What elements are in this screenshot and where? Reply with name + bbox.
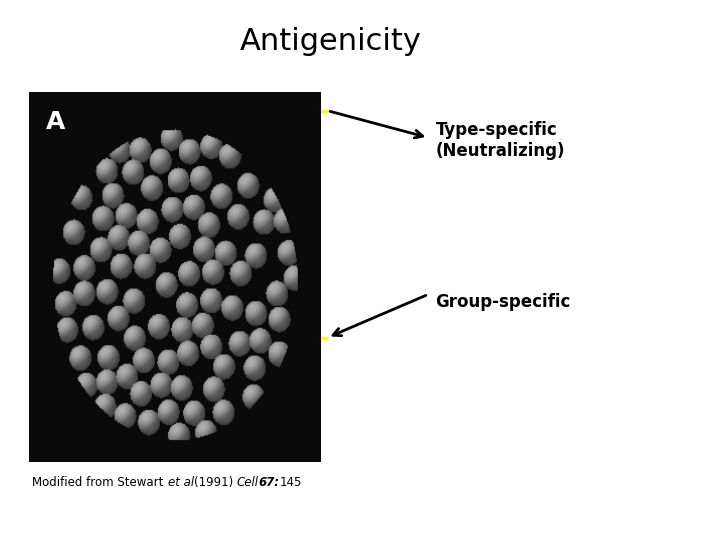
Text: A: A: [46, 110, 66, 134]
Text: Antigenicity: Antigenicity: [240, 27, 422, 56]
Text: Group-specific: Group-specific: [436, 293, 571, 312]
Text: (1991): (1991): [194, 476, 237, 489]
Text: et al: et al: [168, 476, 194, 489]
Text: Type-specific
(Neutralizing): Type-specific (Neutralizing): [436, 121, 565, 160]
Text: Modified from Stewart: Modified from Stewart: [32, 476, 168, 489]
Text: 145: 145: [279, 476, 302, 489]
Text: 67:: 67:: [258, 476, 279, 489]
Text: Cell: Cell: [237, 476, 258, 489]
